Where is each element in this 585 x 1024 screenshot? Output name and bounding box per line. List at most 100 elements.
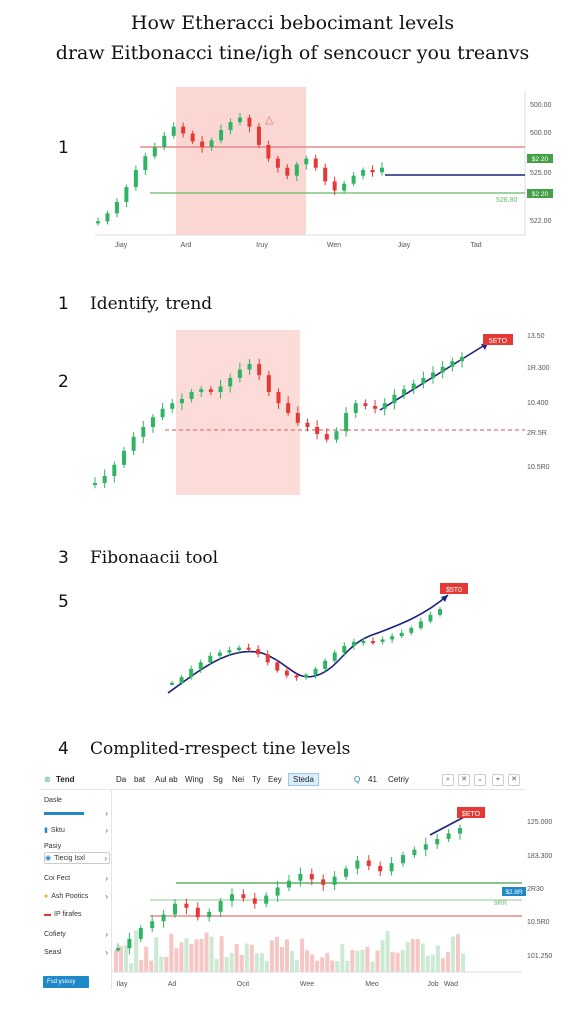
volume-bar <box>134 930 139 972</box>
candle-body <box>198 662 203 669</box>
sidebar-action-button[interactable]: Fsd ysiosy <box>43 976 89 988</box>
price-tag-red <box>440 583 468 594</box>
tab-active[interactable]: Steda <box>288 773 319 786</box>
candle-body <box>323 660 328 669</box>
candle-body <box>351 641 356 646</box>
candle-body <box>304 674 308 678</box>
volume-bar <box>239 954 244 972</box>
candle-body <box>390 636 395 640</box>
candle-body <box>208 655 213 663</box>
menu-item-5[interactable]: Nei <box>232 775 245 784</box>
sidebar-item-4[interactable]: ◉ Tiecig Isxl › <box>44 852 110 864</box>
axis-tick-label: Jiay <box>115 242 128 249</box>
candle-body <box>412 849 417 856</box>
page-title-line-2: draw Eitbonacci tine/igh of sencoucr you… <box>55 42 530 64</box>
menu-item-6[interactable]: Ty <box>252 775 261 784</box>
volume-bar <box>405 941 410 972</box>
menu-item-2[interactable]: Aul ab <box>155 775 178 784</box>
axis-tick-label: Wen <box>327 242 341 249</box>
candle-body <box>266 144 271 159</box>
sidebar-item-3[interactable]: Pasiy <box>44 842 62 850</box>
axis-tick-label: Job <box>427 981 438 988</box>
sidebar-item-2[interactable]: ▮ Sktu › <box>44 825 108 835</box>
section-heading-identify-trend: Identify, trend <box>90 294 213 314</box>
volume-bar <box>194 939 199 972</box>
volume-bar <box>330 960 335 972</box>
price-tag-red <box>483 334 513 345</box>
menu-item-0[interactable]: Da <box>116 775 127 784</box>
menu-item-3[interactable]: Wing <box>185 775 204 784</box>
candle-body <box>428 614 433 622</box>
candle-body <box>431 372 436 378</box>
volume-bar <box>259 953 264 972</box>
axis-tick-label: Ilay <box>117 981 128 988</box>
chevron-right-icon: › <box>105 825 108 835</box>
search-icon-2[interactable]: ⌕ <box>442 774 454 786</box>
axis-tick-label: Tad <box>470 242 481 249</box>
level-tag-blue <box>502 887 526 896</box>
volume-bar <box>450 936 455 972</box>
candle-body <box>209 140 214 148</box>
candle-body <box>217 652 222 656</box>
candle-body <box>170 403 175 409</box>
volume-bar <box>284 939 289 972</box>
volume-bar <box>345 960 350 972</box>
candle-body <box>275 662 280 671</box>
candle-body <box>295 413 300 423</box>
candle-body <box>361 170 366 176</box>
search-icon[interactable]: Q <box>354 775 361 784</box>
candle-body <box>370 170 375 173</box>
candle-body <box>399 632 404 637</box>
candle-body <box>114 201 119 214</box>
step-number-1: 1 <box>58 138 69 158</box>
chevron-down-icon[interactable]: ⌄ <box>474 774 486 786</box>
bar-icon: ▮ <box>44 827 48 834</box>
axis-tick-label: 525.00 <box>530 170 552 177</box>
candle-body <box>304 158 309 165</box>
volume-bar <box>269 940 274 972</box>
candle-body <box>380 167 384 173</box>
sidebar-item-0[interactable]: Dasle <box>44 796 62 804</box>
volume-bar <box>209 936 214 972</box>
candle-body <box>265 654 270 663</box>
menu-item-4[interactable]: Sg <box>213 775 223 784</box>
volume-bar <box>169 933 174 972</box>
volume-bar <box>375 950 380 972</box>
sidebar-item-6[interactable]: ● Ash Pootics › <box>44 891 108 901</box>
volume-bar <box>114 950 119 972</box>
menu-item-1[interactable]: bat <box>134 775 146 784</box>
chart-identify-trend: 13.50 1R.300 10.400 2R.5R 10.5R0 5ETO <box>93 330 550 495</box>
sidebar-item-9[interactable]: Seasl › <box>44 947 108 957</box>
sidebar-item-1[interactable]: › <box>44 807 110 819</box>
candle-body <box>200 141 205 148</box>
trend-line <box>429 815 467 836</box>
chevron-right-icon: › <box>105 929 108 939</box>
menu-item-7[interactable]: Eey <box>268 775 282 784</box>
candle-body <box>438 609 442 615</box>
sidebar-item-7[interactable]: ▬ IP firafes <box>44 910 82 918</box>
candle-body <box>127 938 132 949</box>
app-topbar: ⊛ Tend Da bat Aul ab Wing Sg Nei Ty Eey … <box>40 770 525 790</box>
volume-bar <box>290 950 295 972</box>
close-icon[interactable]: ✕ <box>458 774 470 786</box>
sidebar-item-5[interactable]: Coi Fect › <box>44 873 108 883</box>
volume-bar <box>139 960 144 972</box>
candle-body <box>228 378 233 387</box>
candle-body <box>218 901 223 912</box>
volume-bar <box>264 960 269 972</box>
candle-body <box>173 903 177 915</box>
section-heading-fibonacci-tool: Fibonaacii tool <box>90 548 219 568</box>
candle-body <box>351 175 356 184</box>
level-label-green: 526.80 <box>496 197 518 204</box>
candle-body <box>361 641 366 644</box>
volume-bar <box>219 936 224 972</box>
volume-bar <box>325 952 330 972</box>
candle-body <box>181 126 186 134</box>
volume-bar <box>174 948 179 972</box>
sidebar-item-8[interactable]: Cofiety › <box>44 929 108 939</box>
candle-body <box>190 133 195 142</box>
axis-tick-label: 10.5R0 <box>527 919 550 926</box>
close-panel-icon[interactable]: ✕ <box>508 774 520 786</box>
candle-body <box>363 403 368 406</box>
pin-icon[interactable]: ⌖ <box>492 774 504 786</box>
